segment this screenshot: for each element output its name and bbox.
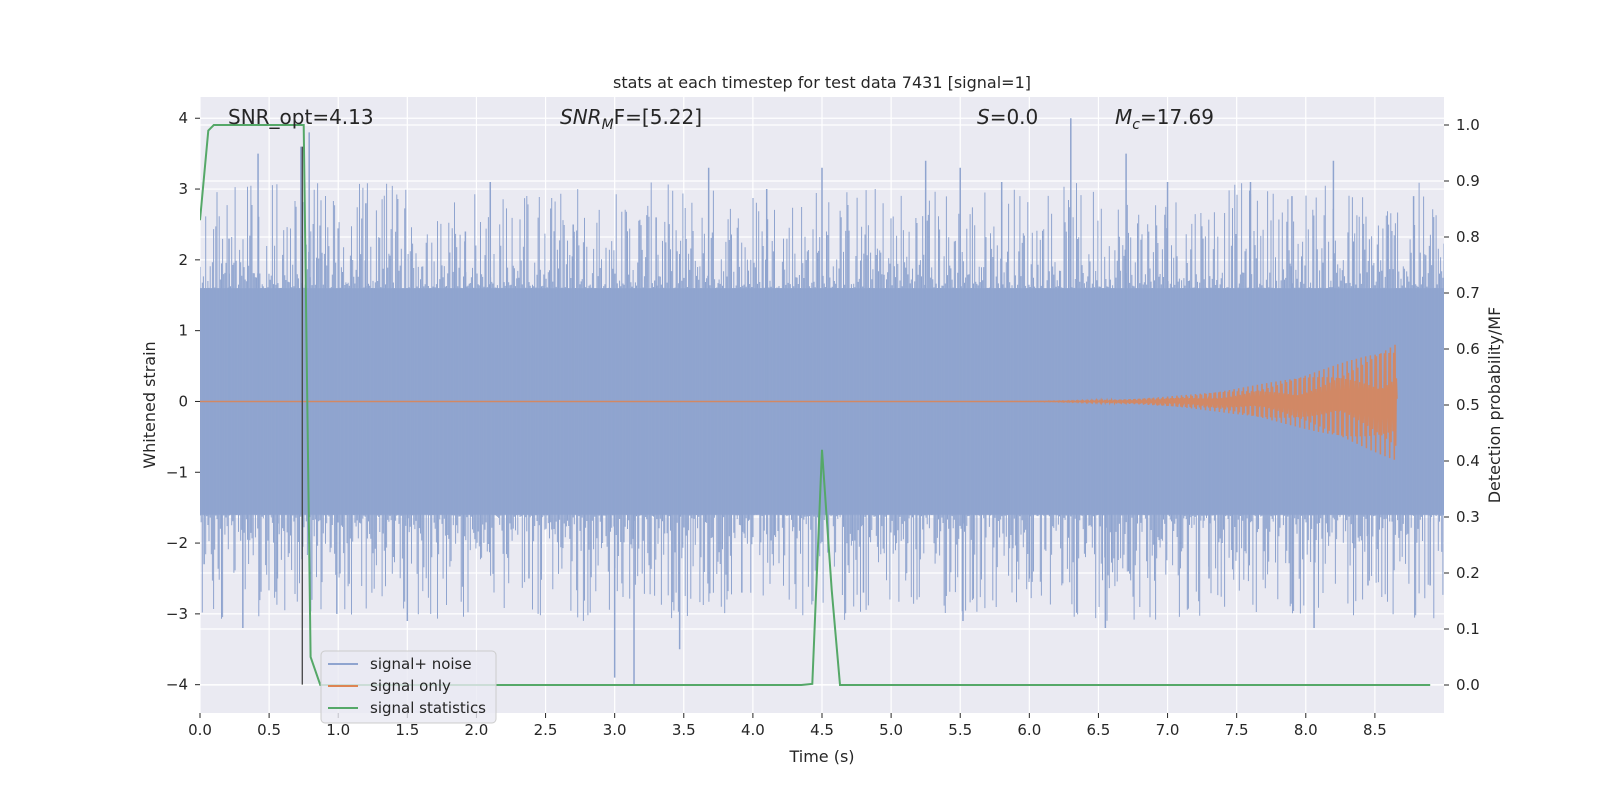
y-axis-label: Whitened strain: [140, 341, 159, 468]
x-tick-label: 4.0: [741, 721, 765, 739]
x-tick-label: 5.0: [879, 721, 903, 739]
x-axis-ticks: 0.0 0.5 1.0 1.5 2.0 2.5 3.0 3.5 4.0 4.5 5.0 5.5 6.0 6…: [188, 713, 1387, 739]
annotation-s: S=0.0: [977, 105, 1038, 129]
signal-statistics-series: [200, 124, 1431, 686]
y2-axis-ticks: 0.0 0.1 0.2 0.3 0.4 0.5 0.6 0.7 0.8 0.9 1.0: [1444, 116, 1480, 694]
annotation-snr-mf: SNRMF=[5.22]: [560, 105, 702, 133]
y-tick-label: −2: [166, 534, 188, 552]
annotation-s-rest: =0.0: [990, 105, 1039, 129]
y2-tick-label: 0.8: [1456, 228, 1480, 246]
x-tick-label: 5.5: [948, 721, 972, 739]
y2-tick-label: 0.2: [1456, 564, 1480, 582]
y2-tick-label: 0.9: [1456, 172, 1480, 190]
annotation-mc-sub: c: [1132, 117, 1140, 133]
legend-label-signal-only: signal only: [370, 677, 451, 695]
x-tick-label: 1.5: [395, 721, 419, 739]
x-axis-label: Time (s): [788, 747, 854, 766]
y-tick-label: −3: [166, 605, 188, 623]
legend: signal+ noise signal only signal statist…: [320, 650, 497, 724]
annotation-mc-rest: =17.69: [1140, 105, 1214, 129]
signal-trace: [200, 344, 1398, 460]
x-tick-label: 3.0: [603, 721, 627, 739]
legend-label-signal-statistics: signal statistics: [370, 699, 486, 717]
y-tick-label: −4: [166, 676, 188, 694]
y2-tick-label: 0.6: [1456, 340, 1480, 358]
y-tick-label: 4: [178, 109, 188, 127]
x-tick-label: 2.0: [465, 721, 489, 739]
stat-trace: [200, 124, 1431, 686]
legend-label-signal-noise: signal+ noise: [370, 655, 472, 673]
x-tick-label: 2.5: [534, 721, 558, 739]
x-tick-label: 3.5: [672, 721, 696, 739]
x-tick-label: 4.5: [810, 721, 834, 739]
y2-tick-label: 1.0: [1456, 116, 1480, 134]
annotation-snr-mf-main: SNR: [560, 105, 602, 129]
y2-axis-label: Detection probability/MF: [1485, 307, 1504, 504]
y-tick-label: 2: [178, 251, 188, 269]
y2-tick-label: 0.4: [1456, 452, 1480, 470]
y-tick-label: 3: [178, 180, 188, 198]
annotation-mc: Mc=17.69: [1115, 105, 1214, 133]
x-tick-label: 6.5: [1087, 721, 1111, 739]
y-tick-label: 1: [178, 322, 188, 340]
y-axis-ticks: −4 −3 −2 −1 0 1 2 3 4: [166, 109, 200, 694]
y-tick-label: −1: [166, 463, 188, 481]
chart-title: stats at each timestep for test data 743…: [613, 73, 1031, 92]
y2-tick-label: 0.5: [1456, 396, 1480, 414]
x-tick-label: 8.5: [1363, 721, 1387, 739]
legend-box: [320, 650, 497, 724]
annotation-snr-opt: SNR_opt=4.13: [228, 105, 374, 129]
signal-only-series: [200, 344, 1398, 460]
x-tick-label: 0.0: [188, 721, 212, 739]
x-tick-label: 6.0: [1017, 721, 1041, 739]
x-tick-label: 8.0: [1294, 721, 1318, 739]
y2-tick-label: 0.3: [1456, 508, 1480, 526]
annotation-snr-mf-rest: F=[5.22]: [614, 105, 702, 129]
annotation-mc-main: M: [1115, 105, 1132, 129]
x-tick-label: 7.5: [1225, 721, 1249, 739]
annotation-s-main: S: [977, 105, 990, 129]
x-tick-label: 0.5: [257, 721, 281, 739]
x-tick-label: 7.0: [1156, 721, 1180, 739]
y2-tick-label: 0.1: [1456, 620, 1480, 638]
x-tick-label: 1.0: [326, 721, 350, 739]
annotation-snr-mf-sub: M: [602, 117, 614, 133]
y2-tick-label: 0.7: [1456, 284, 1480, 302]
y-tick-label: 0: [178, 392, 188, 410]
y2-tick-label: 0.0: [1456, 676, 1480, 694]
